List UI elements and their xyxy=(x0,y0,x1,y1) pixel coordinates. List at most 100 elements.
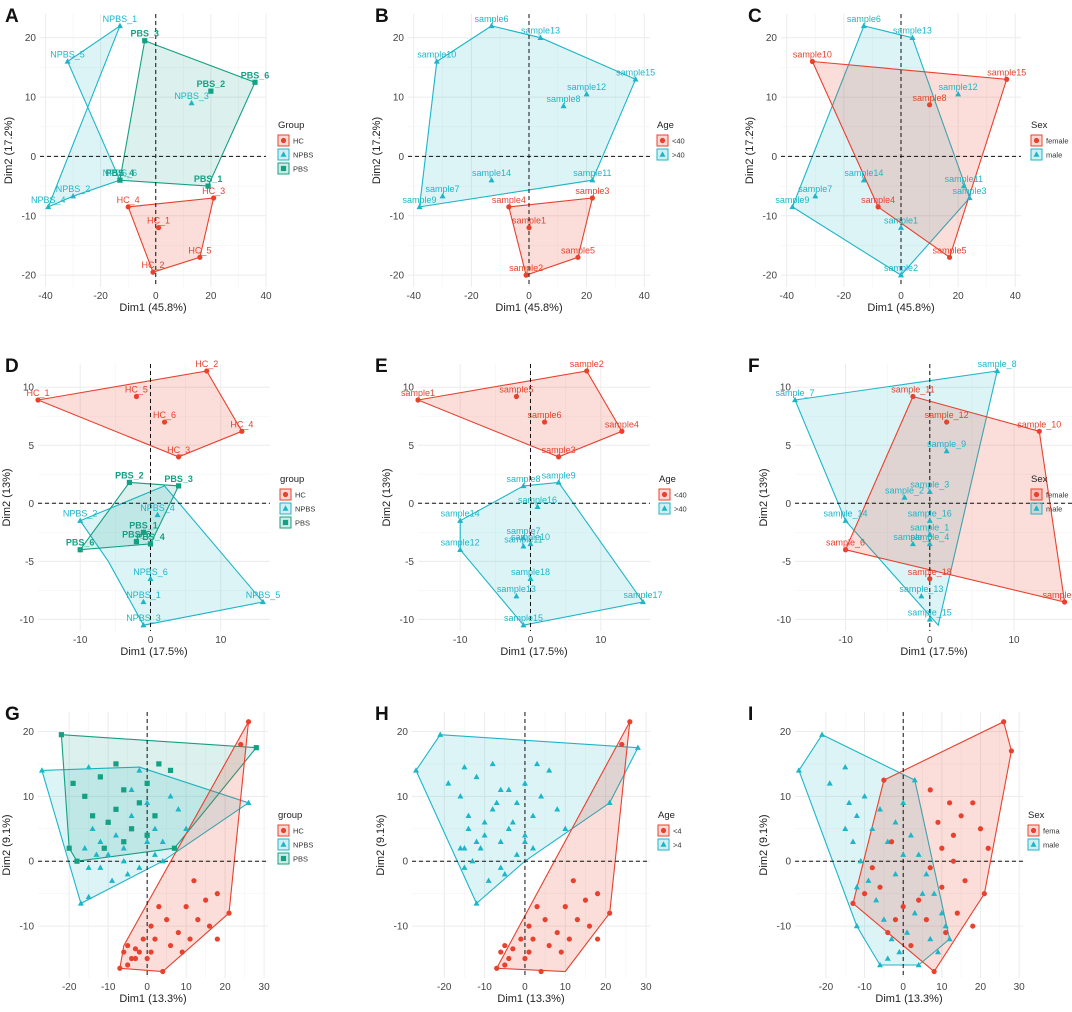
point-label: sample_13 xyxy=(899,584,943,594)
point-label: sample11 xyxy=(504,534,542,544)
data-point xyxy=(121,949,127,955)
legend-marker xyxy=(659,151,666,157)
data-point xyxy=(842,517,849,523)
data-point xyxy=(639,598,646,605)
data-point xyxy=(926,531,933,537)
point-label: HC_5 xyxy=(188,245,211,255)
x-tick-label: 0 xyxy=(148,635,154,646)
point-label: NPBS_4 xyxy=(140,503,175,513)
point-label: sample12 xyxy=(939,82,978,92)
data-point xyxy=(792,396,798,403)
point-label: NPBS_2 xyxy=(56,184,91,194)
data-point xyxy=(884,955,891,961)
data-point xyxy=(93,851,100,857)
data-point xyxy=(148,923,154,929)
y-tick-label: -10 xyxy=(400,615,415,626)
legend-entry: NPBS xyxy=(295,505,315,514)
y-axis-label: Dim2 (17.2%) xyxy=(3,117,15,184)
hull-cyan xyxy=(791,25,971,276)
data-point xyxy=(584,368,590,374)
data-point xyxy=(204,368,210,374)
x-axis-label: Dim1 (45.8%) xyxy=(495,302,562,314)
legend-entry: NPBS xyxy=(293,151,313,160)
data-point xyxy=(167,942,174,949)
legend: Sex female male xyxy=(1030,474,1069,515)
legend-entry: >40 xyxy=(672,151,685,160)
data-point xyxy=(589,176,596,183)
x-tick-label: 0 xyxy=(522,982,528,993)
data-point xyxy=(842,763,849,770)
point-label: sample9 xyxy=(775,195,809,205)
data-point xyxy=(530,845,537,851)
point-label: sample2 xyxy=(884,263,918,273)
data-point xyxy=(946,935,953,942)
data-point xyxy=(488,176,495,183)
x-tick-label: -40 xyxy=(407,291,422,302)
data-point xyxy=(570,878,576,884)
data-point xyxy=(911,776,918,783)
legend-title: group xyxy=(278,810,302,821)
legend-marker xyxy=(1033,137,1040,144)
data-point xyxy=(105,851,112,857)
point-label: sample8 xyxy=(913,93,947,103)
panel-letter: E xyxy=(375,356,388,377)
data-point xyxy=(485,877,492,883)
point-label: sample4 xyxy=(861,195,895,205)
data-point xyxy=(923,870,930,877)
data-point xyxy=(860,22,867,29)
data-point xyxy=(857,858,864,864)
data-point xyxy=(896,948,903,955)
data-point xyxy=(176,483,182,489)
data-point xyxy=(112,832,119,838)
data-point xyxy=(534,760,541,767)
legend: Age <40 >40 xyxy=(658,474,687,515)
legend-title: group xyxy=(280,474,304,485)
y-tick-label: 0 xyxy=(771,152,777,163)
data-point xyxy=(513,393,520,400)
data-point xyxy=(560,102,567,109)
data-point xyxy=(892,870,899,877)
data-point xyxy=(506,955,512,962)
point-label: HC_6 xyxy=(153,410,176,420)
data-point xyxy=(238,741,244,748)
data-point xyxy=(960,182,967,189)
data-point xyxy=(520,534,527,541)
data-point xyxy=(85,763,92,770)
data-point xyxy=(527,540,534,547)
data-point xyxy=(502,962,508,968)
data-point xyxy=(861,793,868,799)
point-label: sample_15 xyxy=(908,607,952,617)
legend-entry: PBS xyxy=(293,855,308,864)
data-point xyxy=(534,503,541,509)
x-tick-label: 0 xyxy=(144,982,150,993)
data-point xyxy=(521,838,528,844)
legend-marker xyxy=(280,855,287,862)
panel-f: sample_7 sample_8 sample_9 sample_3sample_2… xyxy=(748,356,1072,658)
point-label: sample_3 xyxy=(910,480,949,490)
data-point xyxy=(161,419,168,425)
data-point xyxy=(206,923,213,929)
point-label: PBS_1 xyxy=(129,520,158,530)
data-point xyxy=(970,800,976,806)
point-label: HC_3 xyxy=(202,186,225,196)
y-tick-label: 0 xyxy=(30,152,36,163)
data-point xyxy=(147,575,154,581)
data-point xyxy=(97,864,104,870)
data-point xyxy=(152,813,158,819)
data-point xyxy=(880,916,887,922)
x-tick-label: 0 xyxy=(526,291,532,302)
data-point xyxy=(619,428,625,434)
data-point xyxy=(481,832,488,838)
data-point xyxy=(140,621,147,628)
data-point xyxy=(147,541,154,547)
data-point xyxy=(555,479,562,485)
data-point xyxy=(159,838,166,844)
hull-red xyxy=(495,721,631,973)
legend-marker xyxy=(661,505,668,511)
data-point xyxy=(873,896,880,903)
data-point xyxy=(151,851,158,857)
data-point xyxy=(594,891,601,897)
data-point xyxy=(1061,599,1068,605)
legend: Age <4 >4 xyxy=(657,810,682,851)
data-point xyxy=(489,760,496,767)
